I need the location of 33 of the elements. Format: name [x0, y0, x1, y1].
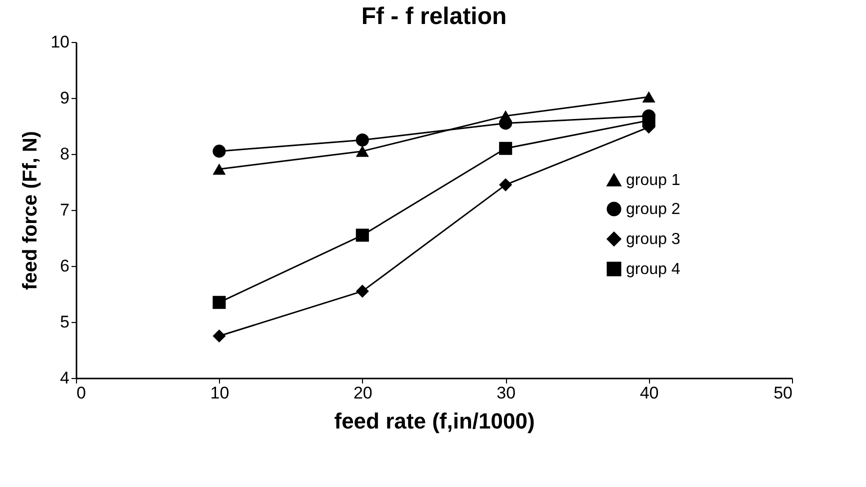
x-axis-title: feed rate (f,in/1000) — [334, 408, 535, 434]
point — [642, 91, 656, 103]
chart-title: Ff - f relation — [361, 3, 507, 30]
legend-label: group 4 — [626, 261, 680, 278]
y-tick-label: 5 — [60, 312, 70, 332]
y-tick-label: 7 — [60, 200, 70, 220]
y-tick-label: 4 — [60, 368, 70, 388]
x-tick-label: 40 — [640, 384, 659, 402]
point — [356, 284, 369, 298]
point — [212, 144, 226, 158]
y-axis-title: feed force (Ff, N) — [20, 131, 42, 290]
x-tick-label: 10 — [210, 384, 230, 402]
y-tick-label: 10 — [50, 32, 70, 52]
x-tick-label: 0 — [76, 384, 86, 402]
point — [212, 329, 226, 343]
legend-label: group 1 — [626, 172, 680, 189]
point — [212, 163, 226, 175]
x-tick-label: 20 — [353, 384, 372, 402]
legend-label: group 3 — [626, 231, 680, 248]
point — [356, 133, 369, 147]
point — [212, 296, 226, 309]
point — [499, 116, 512, 130]
y-tick-label: 6 — [60, 256, 70, 276]
point — [356, 146, 369, 157]
y-tick-label: 8 — [60, 144, 70, 164]
point — [642, 114, 656, 127]
legend-label: group 2 — [626, 201, 680, 218]
point — [356, 228, 369, 242]
point — [499, 142, 512, 155]
x-tick-label: 50 — [774, 384, 792, 402]
point — [499, 178, 512, 192]
y-tick-label: 9 — [60, 88, 70, 108]
x-tick-label: 30 — [496, 384, 516, 402]
